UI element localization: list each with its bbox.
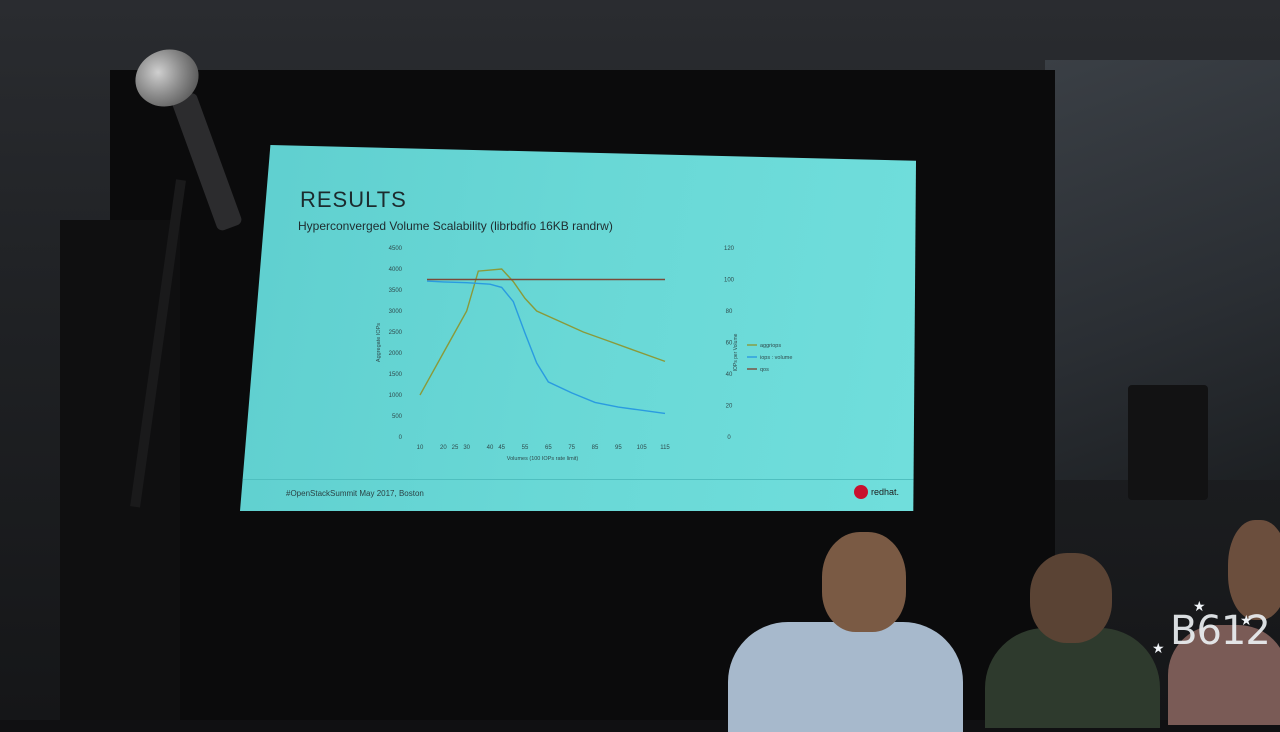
y2-tick-label: 100 (724, 278, 735, 284)
y2-tick-label: 80 (726, 309, 733, 315)
x-tick-label: 65 (545, 445, 552, 451)
audience-member-body (1168, 625, 1280, 725)
slide-footer: #OpenStackSummit May 2017, Boston (286, 489, 424, 498)
star-icon: ★ (1240, 612, 1253, 628)
x-tick-label: 40 (487, 445, 494, 451)
y2-tick-label: 60 (726, 341, 733, 347)
x-tick-label: 20 (440, 445, 447, 451)
footer-divider (240, 479, 916, 480)
y-tick-label: 4000 (389, 267, 403, 273)
line-chart: 0 500 1000 1500 2000 2500 3000 3500 4000 4500 0 20 4… (376, 246, 792, 462)
x-tick-label: 55 (522, 445, 529, 451)
x-tick-label: 85 (592, 445, 599, 451)
audience-member-head (1030, 553, 1112, 643)
y-tick-label: 3500 (389, 288, 403, 294)
legend-label: iops : volume (760, 355, 792, 361)
y-tick-label: 1000 (389, 393, 403, 399)
legend-label: qos (760, 367, 769, 373)
y-tick-label: 1500 (389, 372, 403, 378)
x-tick-label: 25 (452, 445, 459, 451)
projection-screen: RESULTS Hyperconverged Volume Scalabilit… (240, 145, 916, 511)
y-tick-label: 2500 (389, 330, 403, 336)
x-tick-label: 95 (615, 445, 622, 451)
series-line-aggriops (419, 268, 666, 396)
y2-tick-label: 20 (726, 404, 733, 410)
y-tick-label: 0 (399, 435, 403, 441)
y2-tick-label: 120 (724, 246, 735, 252)
y-axis-label: Aggregate IOPs (376, 323, 382, 362)
x-tick-label: 10 (417, 445, 424, 451)
y-tick-label: 4500 (389, 246, 403, 252)
watermark-logo: B612 (1170, 608, 1271, 654)
star-icon: ★ (1193, 598, 1206, 614)
brand-text: redhat. (871, 487, 900, 497)
x-tick-label: 45 (498, 445, 505, 451)
x-tick-label: 115 (660, 445, 670, 451)
slide-title: RESULTS (300, 187, 407, 212)
star-icon: ★ (1152, 640, 1165, 656)
y-tick-label: 500 (392, 414, 403, 420)
y2-tick-label: 40 (726, 372, 733, 378)
legend-label: aggriops (760, 343, 781, 349)
redhat-icon (854, 485, 868, 499)
slide-subtitle: Hyperconverged Volume Scalability (librb… (298, 219, 613, 233)
y-tick-label: 2000 (389, 351, 403, 357)
x-axis-label: Volumes (100 IOPs rate limit) (507, 456, 579, 462)
y2-axis-label: IOPs per Volume (733, 333, 739, 371)
x-tick-label: 75 (568, 445, 575, 451)
audience-member-body (985, 628, 1160, 728)
speaker-box (1128, 385, 1208, 500)
y-tick-label: 3000 (389, 309, 403, 315)
audience-member-head (1228, 520, 1280, 620)
x-tick-label: 105 (637, 445, 648, 451)
series-line-iops-volume (426, 280, 666, 415)
x-tick-label: 30 (463, 445, 470, 451)
brand-logo: redhat. (854, 485, 899, 499)
audience-member-body (728, 622, 963, 732)
y2-tick-label: 0 (727, 435, 731, 441)
audience-member-head (822, 532, 906, 632)
